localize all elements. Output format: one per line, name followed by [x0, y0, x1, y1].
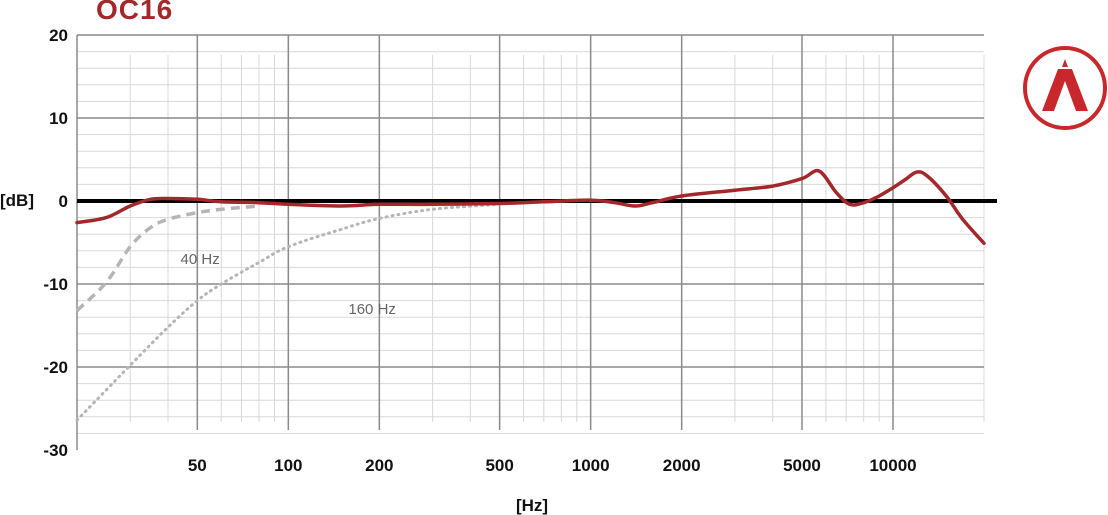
y-tick-label: -20: [43, 358, 68, 377]
annotations: 40 Hz 160 Hz: [181, 251, 396, 318]
y-tick-label: 20: [49, 26, 68, 45]
grid: [76, 34, 997, 450]
austrian-audio-logo-icon: [1023, 46, 1107, 130]
x-tick-label: 5000: [783, 456, 821, 475]
x-tick-label: 100: [274, 456, 302, 475]
filter-annotation-label: 160 Hz: [348, 301, 396, 318]
x-axis-label: [Hz]: [516, 496, 548, 515]
x-tick-label: 500: [485, 456, 513, 475]
series-group: [75, 168, 986, 422]
x-tick-label: 10000: [869, 456, 916, 475]
x-tick-label: 1000: [572, 456, 610, 475]
filter-annotation-label: 40 Hz: [181, 251, 220, 268]
response-curve-line: [75, 168, 986, 246]
x-tick-label: 50: [188, 456, 207, 475]
y-tick-label: 10: [49, 109, 68, 128]
y-tick-label: -30: [43, 441, 68, 460]
y-tick-label: 0: [59, 192, 68, 211]
y-tick-label: -10: [43, 275, 68, 294]
lowcut-40hz-line: [75, 204, 260, 312]
y-axis-label: [dB]: [0, 191, 34, 210]
lowcut-160hz-line: [75, 202, 502, 422]
chart-title: OC16: [96, 0, 174, 25]
x-tick-label: 200: [365, 456, 393, 475]
x-tick-label: 2000: [663, 456, 701, 475]
